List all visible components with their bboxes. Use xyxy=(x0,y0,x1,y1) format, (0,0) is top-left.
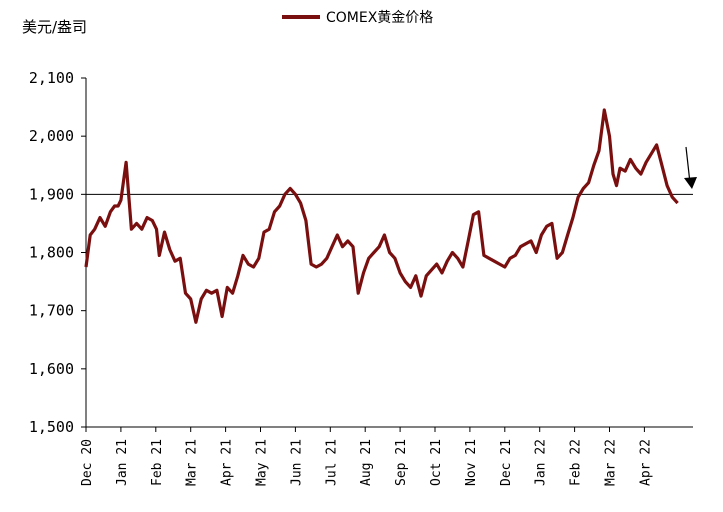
series-line-comex-gold xyxy=(84,108,679,324)
x-tick-label: Feb 22 xyxy=(569,439,584,486)
x-tick-label: Nov 21 xyxy=(464,439,479,486)
x-tick-label: Mar 21 xyxy=(185,439,200,486)
y-tick-label: 1,900 xyxy=(29,185,74,203)
x-tick-label: Apr 22 xyxy=(638,439,653,486)
x-tick-label: Apr 21 xyxy=(220,439,235,486)
x-tick-label: Jan 22 xyxy=(534,439,549,486)
x-tick-label: Feb 21 xyxy=(150,439,165,486)
x-tick-label: Dec 20 xyxy=(80,439,95,486)
downward-arrow-icon xyxy=(684,146,697,189)
x-tick-label: Sep 21 xyxy=(394,439,409,486)
x-tick-label: Jan 21 xyxy=(115,439,130,486)
y-tick-label: 1,700 xyxy=(29,302,74,320)
y-tick-label: 1,800 xyxy=(29,244,74,262)
y-tick-label: 2,100 xyxy=(29,69,74,87)
x-tick-label: Mar 22 xyxy=(604,439,619,486)
x-tick-label: May 21 xyxy=(255,439,270,486)
x-tick-label: Jul 21 xyxy=(324,439,339,486)
x-tick-label: Oct 21 xyxy=(429,439,444,486)
y-axis-ticks: 1,500 1,600 1,700 1,800 1,900 2,000 2,100 xyxy=(29,69,86,436)
y-tick-label: 2,000 xyxy=(29,127,74,145)
legend-label: COMEX黄金价格 xyxy=(326,9,433,26)
x-axis-ticks: Dec 20 Jan 21 Feb 21 Mar 21 Apr 21 May 21 Jun … xyxy=(80,427,653,486)
x-tick-label: Dec 21 xyxy=(499,439,514,486)
x-tick-label: Aug 21 xyxy=(359,439,374,486)
y-tick-label: 1,600 xyxy=(29,360,74,378)
legend: COMEX黄金价格 xyxy=(282,9,433,26)
y-tick-label: 1,500 xyxy=(29,418,74,436)
y-axis-label: 美元/盎司 xyxy=(22,18,87,36)
x-tick-label: Jun 21 xyxy=(289,439,304,486)
